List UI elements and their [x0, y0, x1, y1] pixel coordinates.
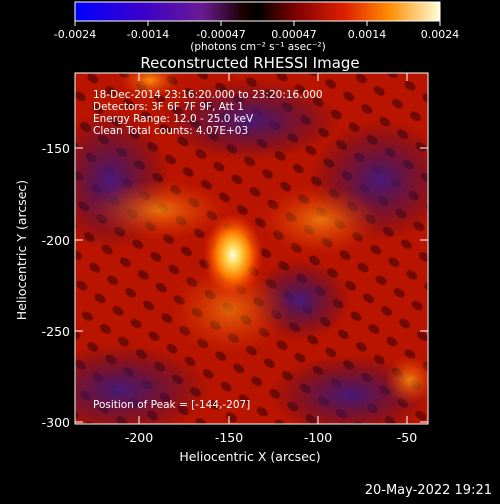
colorbar-tick-label: -0.0014 [127, 28, 169, 41]
info-line-3: Energy Range: 12.0 - 25.0 keV [93, 113, 254, 125]
colorbar-tick-label: 0.0024 [421, 28, 460, 41]
info-line-4: Clean Total counts: 4.07E+03 [93, 125, 248, 137]
colorbar-tick-label: 0.00047 [271, 28, 317, 41]
footer-timestamp: 20-May-2022 19:21 [365, 483, 492, 498]
colorbar-gradient [74, 1, 441, 22]
y-tick-label: -150 [42, 141, 70, 156]
info-line-1: 18-Dec-2014 23:16:20.000 to 23:20:16.000 [93, 89, 323, 101]
plot-frame [74, 72, 429, 425]
x-tick-label: -100 [304, 430, 332, 445]
colorbar-unit-label: (photons cm⁻² s⁻¹ asec⁻²) [190, 41, 325, 53]
y-axis-label: Heliocentric Y (arcsec) [14, 180, 29, 320]
peak-source [203, 213, 263, 297]
x-axis-label: Heliocentric X (arcsec) [179, 449, 320, 464]
peak-position: Position of Peak = [-144,-207] [93, 399, 250, 411]
plot-title: Reconstructed RHESSI Image [140, 54, 359, 72]
reconstructed-image [75, 73, 428, 424]
colorbar: -0.0024 -0.0014 -0.00047 0.00047 0.0014 0.002… [54, 1, 459, 53]
x-tick-label: -150 [215, 430, 243, 445]
x-axis: -200 -150 -100 -50 [125, 73, 417, 445]
y-tick-label: -300 [42, 415, 70, 430]
x-tick-label: -50 [397, 430, 417, 445]
x-tick-label: -200 [125, 430, 153, 445]
info-line-2: Detectors: 3F 6F 7F 9F, Att 1 [93, 101, 244, 113]
info-block: 18-Dec-2014 23:16:20.000 to 23:20:16.000… [93, 89, 323, 411]
y-tick-label: -200 [42, 233, 70, 248]
colorbar-ticks: -0.0024 -0.0014 -0.00047 0.00047 0.0014 0.002… [54, 21, 459, 41]
y-axis: -150 -200 -250 -300 [42, 141, 428, 430]
y-tick-label: -250 [42, 324, 70, 339]
colorbar-tick-label: -0.0024 [54, 28, 96, 41]
colorbar-tick-label: 0.0014 [348, 28, 387, 41]
colorbar-tick-label: -0.00047 [196, 28, 245, 41]
